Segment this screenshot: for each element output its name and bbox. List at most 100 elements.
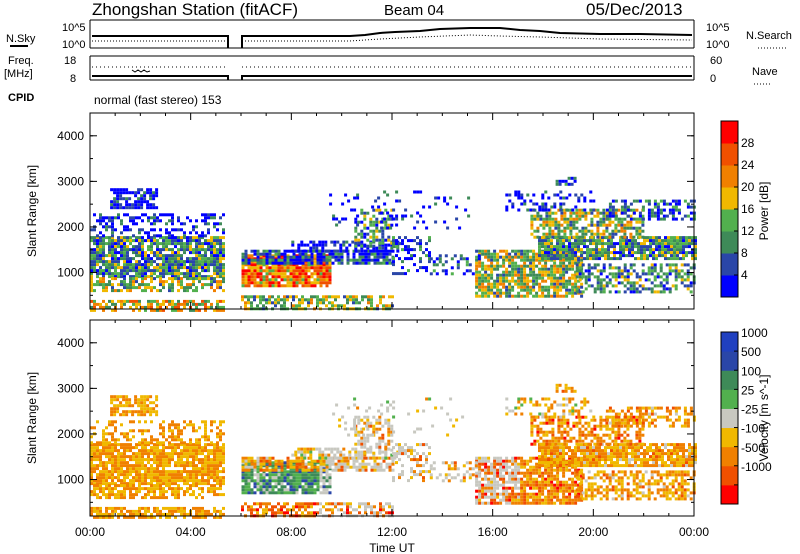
power-cell [662,278,666,282]
power-cell [337,304,340,308]
power-cell [250,275,254,279]
power-cell [171,302,174,306]
velocity-cell [141,441,144,445]
power-cell [360,249,364,253]
power-cell [128,197,132,201]
velocity-cell [90,476,93,480]
power-cell [141,242,144,246]
power-cell [596,263,600,267]
power-cell [134,200,138,204]
power-cell [295,269,299,273]
power-cell [292,284,296,288]
power-cell [389,226,393,230]
power-cell [407,239,410,243]
power-cell [126,213,129,217]
power-cell [545,220,549,224]
velocity-cell [219,470,222,474]
velocity-cell [117,464,120,468]
power-cell [593,266,597,270]
power-cell [156,305,159,309]
power-cell [481,294,485,298]
power-cell [336,240,340,244]
power-cell [247,278,251,282]
velocity-cell [123,458,126,462]
velocity-cell [328,473,332,477]
power-cell [557,208,561,212]
power-cell [313,295,316,299]
velocity-cell [132,509,135,513]
power-cell [120,219,123,223]
velocity-cell [301,462,305,466]
velocity-cell [259,491,263,495]
power-cell [548,226,552,230]
power-cell [331,249,335,253]
power-cell [574,254,577,258]
power-cell [584,275,588,279]
power-cell [689,284,693,288]
velocity-cell [195,484,198,488]
power-cell [122,191,126,195]
power-cell [668,202,672,206]
power-cell [568,276,572,280]
power-cell [286,278,290,282]
power-cell [156,254,159,258]
power-cell [478,279,482,283]
power-cell [102,280,105,284]
velocity-cell [192,515,195,519]
power-cell [559,258,563,262]
power-cell [244,249,248,253]
power-cell [499,282,503,286]
power-cell [599,223,603,227]
power-cell [571,285,575,289]
velocity-cell [295,468,299,472]
power-cell [274,278,278,282]
power-cell [150,257,153,261]
power-cell [601,248,604,252]
power-cell [325,266,329,270]
power-cell [295,261,299,265]
power-cell [207,283,210,287]
power-cell [566,220,570,224]
velocity-cell [310,476,314,480]
power-cell [141,257,144,261]
power-cell [508,264,512,268]
power-cell [547,242,550,246]
power-cell [392,217,396,221]
power-cell [395,199,399,203]
power-cell [102,254,105,258]
velocity-cell [241,491,245,495]
power-cell [283,252,287,256]
velocity-cell [262,468,266,472]
power-cell [542,226,546,230]
velocity-cell [286,473,290,477]
velocity-cell [247,468,251,472]
power-cell [253,278,257,282]
power-cell [635,229,639,233]
power-cell [572,211,576,215]
power-cell [565,236,568,240]
velocity-cell [165,476,168,480]
power-cell [429,257,433,261]
power-cell [608,272,612,276]
velocity-cell [268,476,272,480]
velocity-cell [319,465,323,469]
power-cell [113,191,117,195]
power-cell [502,264,506,268]
power-cell [138,272,141,276]
power-cell [670,245,673,249]
power-cell [514,294,518,298]
power-cell [395,190,399,194]
power-cell [129,216,132,220]
power-cell [673,257,676,261]
power-cell [553,267,557,271]
power-cell [195,251,198,255]
power-cell [90,280,93,284]
velocity-cell [126,509,129,513]
velocity-cell [307,479,311,483]
power-cell [147,283,150,287]
velocity-cell [201,479,204,483]
power-cell [367,298,370,302]
power-cell [90,254,93,258]
power-cell [96,269,99,273]
power-cell [283,304,286,308]
